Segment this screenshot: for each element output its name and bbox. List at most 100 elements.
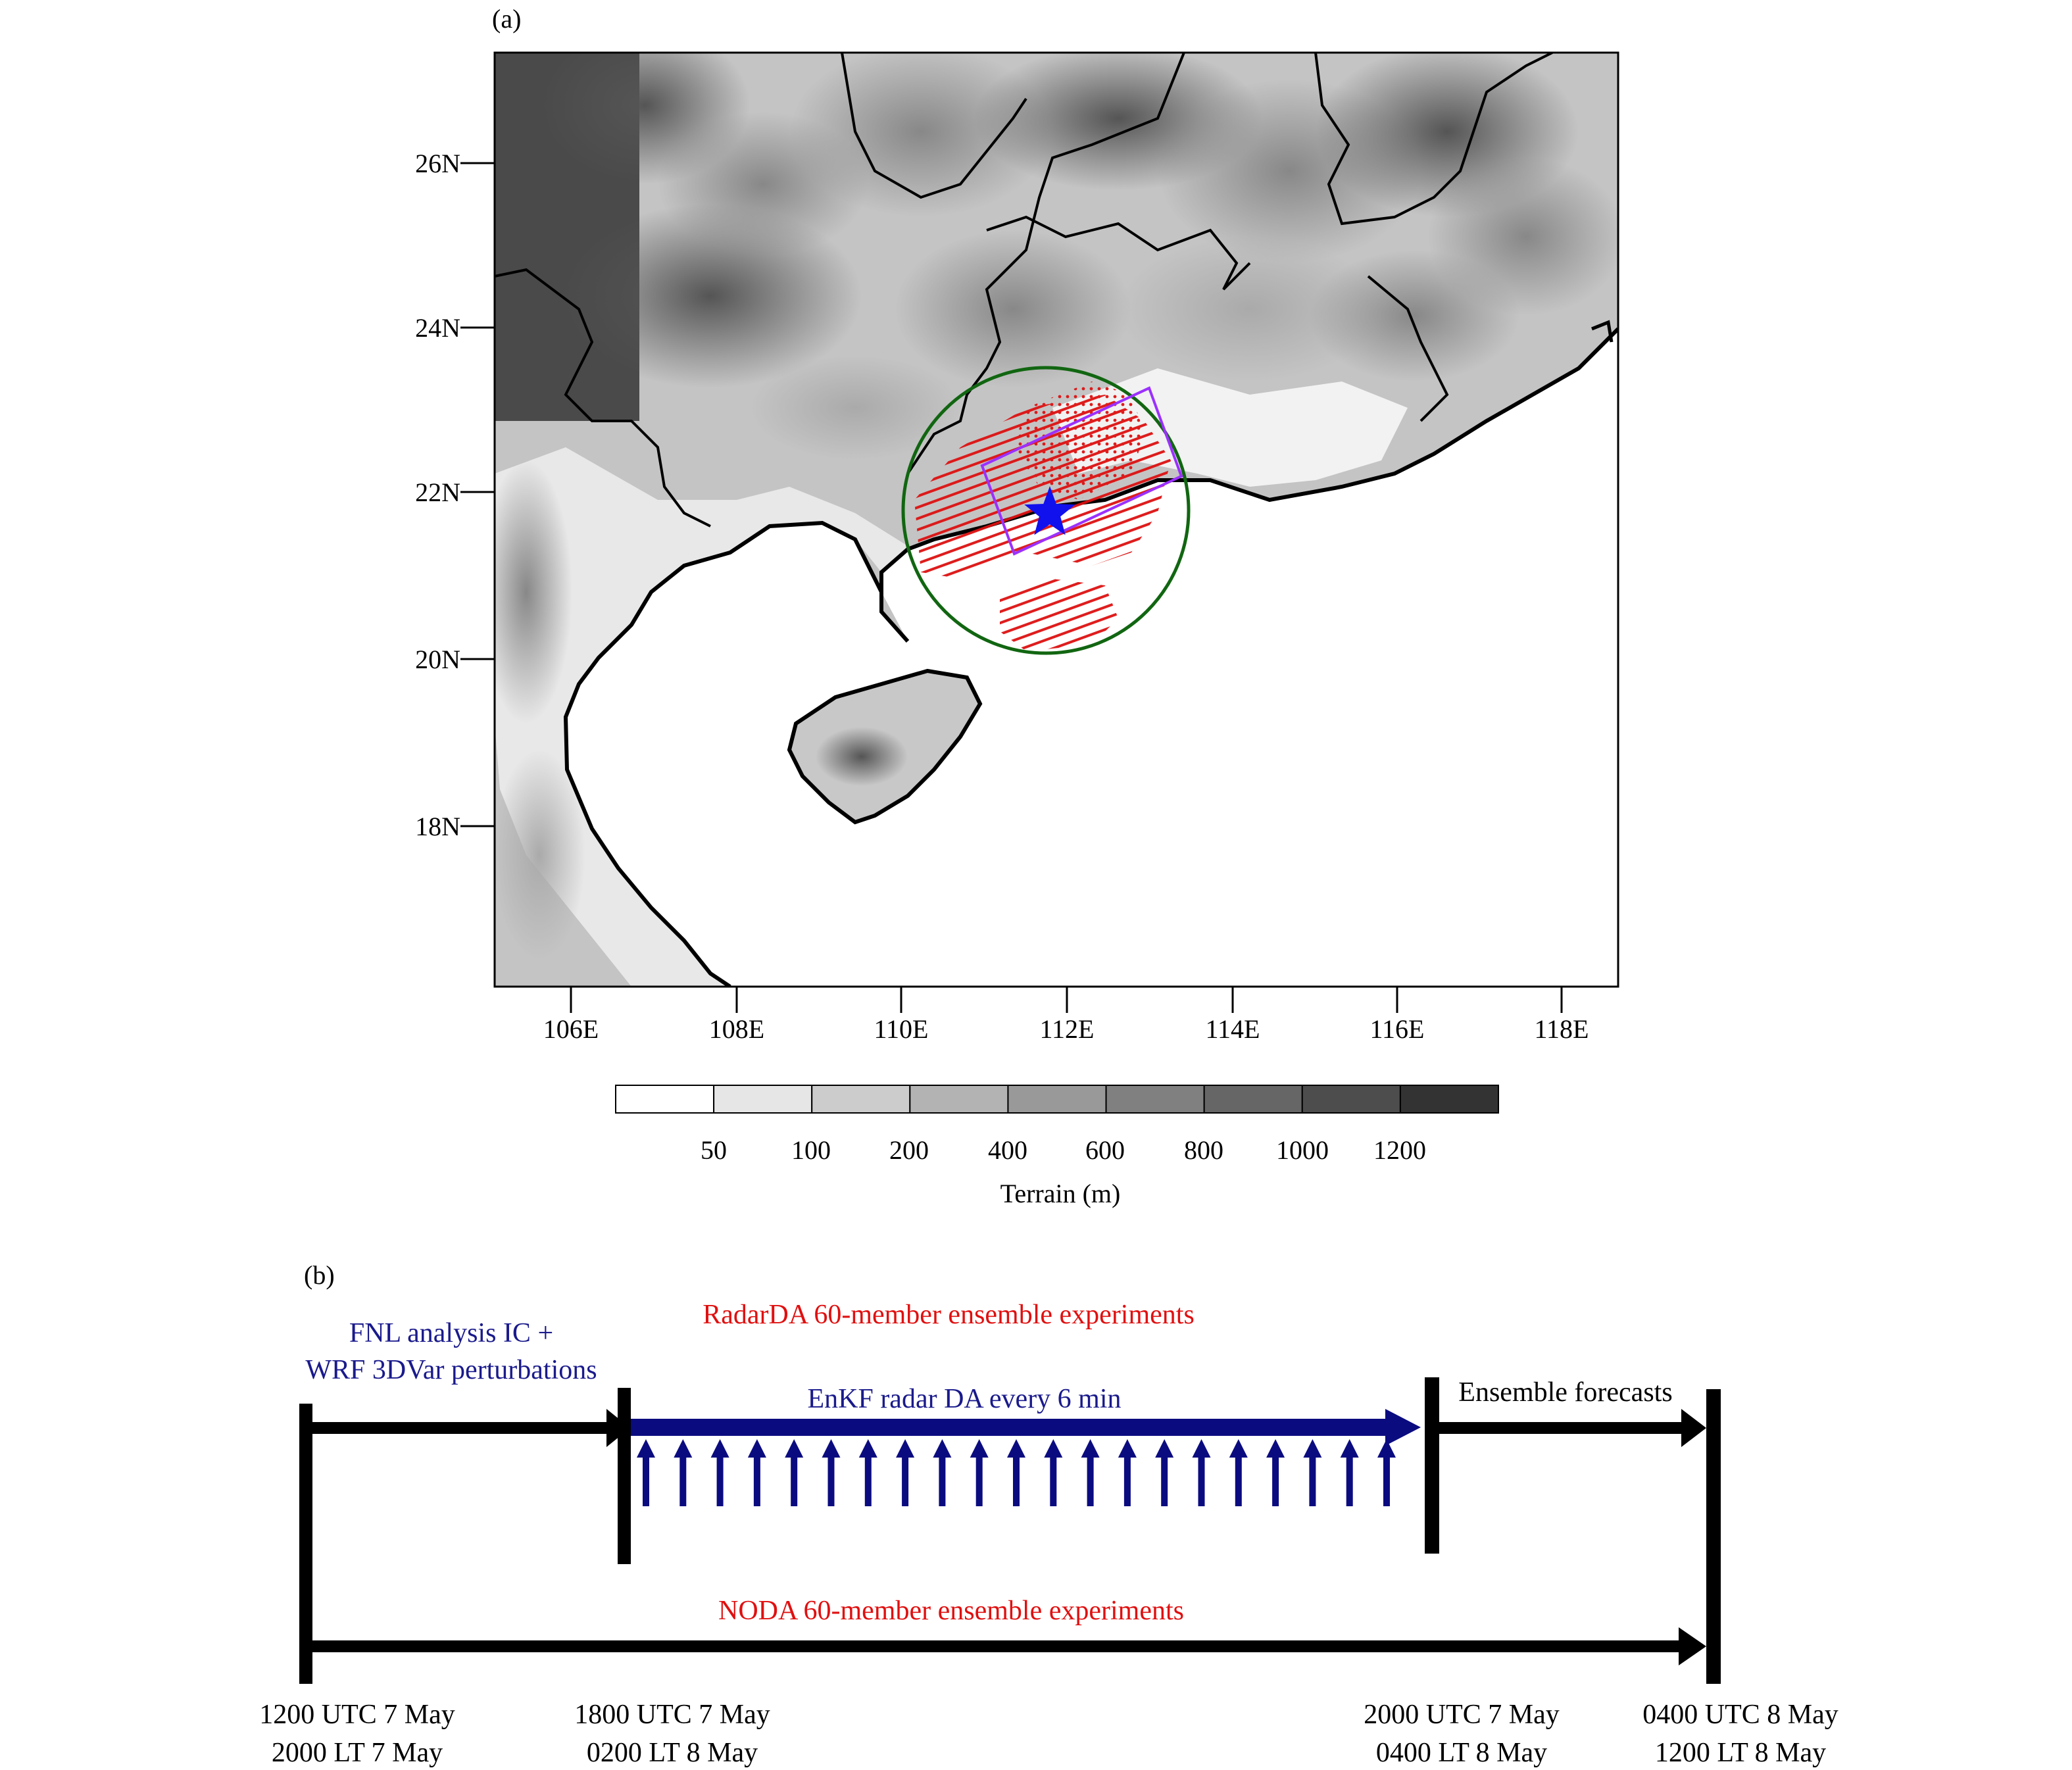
political-borders (495, 53, 1553, 528)
lon-tick-label: 118E (1535, 1014, 1589, 1044)
colorbar-labels: 50 100 200 400 600 800 1000 1200 Terrain… (701, 1135, 1426, 1208)
da-update-arrow (1383, 1455, 1390, 1506)
colorbar-title: Terrain (m) (1000, 1179, 1121, 1208)
time-lt-t0: 2000 LT 7 May (272, 1738, 443, 1768)
lat-tick-label: 20N (415, 645, 460, 674)
fnl-label-line2: WRF 3DVar perturbations (305, 1355, 597, 1385)
time-utc-t3: 0400 UTC 8 May (1642, 1700, 1838, 1730)
da-update-arrow (791, 1455, 798, 1506)
colorbar-swatch (1105, 1085, 1205, 1114)
da-update-arrow (1050, 1455, 1057, 1506)
da-update-arrow (1013, 1455, 1020, 1506)
da-update-arrowhead (1303, 1439, 1322, 1458)
verification-domain-box (980, 386, 1183, 556)
colorbar-tick-label: 200 (889, 1135, 929, 1165)
radar-site-star (1024, 486, 1075, 535)
radarda-title: RadarDA 60-member ensemble experiments (703, 1300, 1195, 1330)
da-update-arrowhead (747, 1439, 766, 1458)
noda-arrow (312, 1640, 1681, 1652)
da-update-arrow (643, 1455, 649, 1506)
lat-tick-label: 18N (415, 812, 460, 841)
lon-tick-label: 116E (1370, 1014, 1425, 1044)
timeline-bar-t0 (299, 1404, 312, 1684)
da-update-arrow (1346, 1455, 1353, 1506)
spinup-arrow (312, 1422, 608, 1434)
da-update-arrowhead (896, 1439, 915, 1458)
da-update-arrowhead (1155, 1439, 1174, 1458)
lon-tick-label: 108E (709, 1014, 764, 1044)
enkf-label: EnKF radar DA every 6 min (807, 1384, 1121, 1414)
da-cycle-arrows (637, 1439, 1396, 1506)
time-labels: 1200 UTC 7 May 2000 LT 7 May 1800 UTC 7 … (259, 1700, 1838, 1768)
colorbar-tick-label: 1000 (1276, 1135, 1329, 1165)
da-update-arrow (1123, 1455, 1131, 1506)
radar-coverage-circle (901, 366, 1191, 655)
da-update-arrowhead (1266, 1439, 1285, 1458)
lat-tick-label: 24N (415, 313, 460, 343)
lon-tick-label: 112E (1040, 1014, 1095, 1044)
coastal-lowland (495, 447, 908, 987)
colorbar-swatch (615, 1085, 715, 1114)
colorbar-swatch (1203, 1085, 1303, 1114)
da-update-arrowhead (1192, 1439, 1211, 1458)
da-update-arrowhead (1229, 1439, 1248, 1458)
da-update-arrow (1087, 1455, 1094, 1506)
colorbar-tick-label: 800 (1184, 1135, 1223, 1165)
noda-arrowhead (1679, 1627, 1706, 1665)
time-utc-t1: 1800 UTC 7 May (574, 1700, 770, 1730)
enkf-arrow (631, 1419, 1387, 1436)
time-lt-t1: 0200 LT 8 May (587, 1738, 758, 1768)
colorbar-swatch (713, 1085, 813, 1114)
panel-a-label: (a) (492, 4, 521, 34)
lat-tick-label: 26N (415, 149, 460, 178)
da-update-arrowhead (785, 1439, 804, 1458)
timeline (299, 1377, 1721, 1684)
timeline-bar-t2 (1425, 1377, 1439, 1554)
da-update-arrow (1198, 1455, 1205, 1506)
terrain-colorbar (615, 1085, 1500, 1114)
da-update-arrowhead (858, 1439, 877, 1458)
da-update-arrow (1161, 1455, 1168, 1506)
colorbar-tick-label: 1200 (1373, 1135, 1426, 1165)
da-update-arrowhead (933, 1439, 952, 1458)
da-update-arrow (975, 1455, 983, 1506)
da-update-arrowhead (1118, 1439, 1137, 1458)
noda-title: NODA 60-member ensemble experiments (718, 1596, 1184, 1626)
terrain-map (495, 53, 1618, 987)
da-update-arrowhead (822, 1439, 841, 1458)
da-update-arrow (753, 1455, 760, 1506)
colorbar-swatch (1399, 1085, 1500, 1114)
colorbar-swatch (1007, 1085, 1107, 1114)
colorbar-tick-label: 50 (701, 1135, 727, 1165)
fnl-label-line1: FNL analysis IC + (349, 1318, 553, 1348)
timeline-bar-t3 (1706, 1389, 1721, 1684)
lon-tick-label: 106E (543, 1014, 599, 1044)
da-update-arrow (679, 1455, 687, 1506)
da-update-arrow (1309, 1455, 1316, 1506)
colorbar-swatch (811, 1085, 911, 1114)
colorbar-tick-label: 400 (988, 1135, 1027, 1165)
time-utc-t0: 1200 UTC 7 May (259, 1700, 455, 1730)
colorbar-swatch (909, 1085, 1009, 1114)
da-update-arrowhead (674, 1439, 693, 1458)
colorbar-tick-label: 100 (791, 1135, 831, 1165)
da-update-arrowhead (1007, 1439, 1025, 1458)
time-utc-t2: 2000 UTC 7 May (1364, 1700, 1560, 1730)
longitude-axis: 106E 108E 110E 112E 114E 116E 118E (543, 987, 1589, 1044)
time-lt-t3: 1200 LT 8 May (1655, 1738, 1826, 1768)
map-frame (493, 51, 1619, 988)
lat-tick-label: 22N (415, 478, 460, 507)
da-update-arrowhead (1377, 1439, 1396, 1458)
forecast-arrow (1439, 1422, 1684, 1434)
da-update-arrow (1235, 1455, 1242, 1506)
da-update-arrowhead (710, 1439, 729, 1458)
colorbar-swatch (1301, 1085, 1401, 1114)
da-update-arrow (827, 1455, 835, 1506)
da-update-arrowhead (637, 1439, 655, 1458)
latitude-axis: 26N 24N 22N 20N 18N (415, 149, 495, 841)
da-update-arrowhead (970, 1439, 989, 1458)
da-update-arrow (939, 1455, 946, 1506)
lon-tick-label: 110E (874, 1014, 929, 1044)
forecast-arrowhead (1681, 1409, 1706, 1447)
